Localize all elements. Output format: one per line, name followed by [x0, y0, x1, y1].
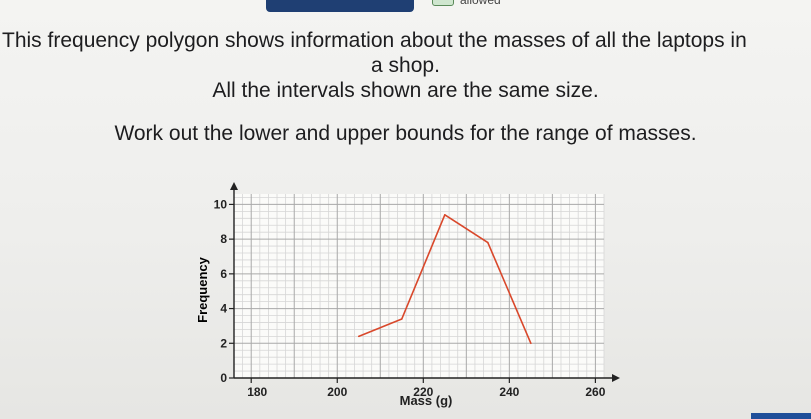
data-point	[444, 214, 446, 216]
y-axis-arrow	[230, 182, 238, 190]
y-tick-label: 10	[214, 197, 228, 211]
y-tick-labels: 0 2 4 6 8 10	[214, 197, 228, 385]
series-layer	[357, 214, 532, 345]
allowed-label: allowed	[460, 0, 501, 7]
axes	[229, 182, 620, 383]
x-tick-label: 260	[585, 385, 605, 399]
question-task: Work out the lower and upper bounds for …	[114, 122, 697, 145]
x-tick-label: 220	[413, 385, 433, 399]
question-line-3: All the intervals shown are the same siz…	[212, 79, 599, 102]
data-point	[530, 342, 532, 345]
question-line-2: a shop.	[371, 54, 440, 77]
plot-background	[234, 194, 604, 378]
question-text: This frequency polygon shows information…	[0, 28, 811, 103]
question-line-1: This frequency polygon shows information…	[2, 29, 747, 52]
y-tick-label: 6	[220, 267, 227, 281]
header-button[interactable]	[266, 0, 414, 12]
x-tick-label: 200	[327, 385, 347, 399]
x-axis-arrow	[612, 374, 620, 382]
y-tick-label: 4	[220, 302, 227, 316]
y-tick-label: 0	[220, 371, 227, 385]
footer-strip	[751, 413, 811, 419]
y-tick-label: 8	[220, 232, 227, 246]
calculator-icon	[432, 0, 454, 6]
data-point	[487, 241, 489, 244]
calculator-allowed-badge: allowed	[432, 0, 501, 8]
x-axis-label: Mass (g)	[400, 393, 453, 408]
data-point	[400, 318, 403, 320]
data-point	[357, 335, 360, 338]
x-tick-label: 240	[499, 385, 519, 399]
grid-major	[234, 194, 604, 379]
y-tick-label: 2	[220, 336, 227, 350]
x-tick-label: 180	[247, 385, 267, 399]
y-axis-label: Frequency	[195, 256, 210, 323]
x-tick-labels: 180 200 220 240 260	[247, 385, 606, 399]
